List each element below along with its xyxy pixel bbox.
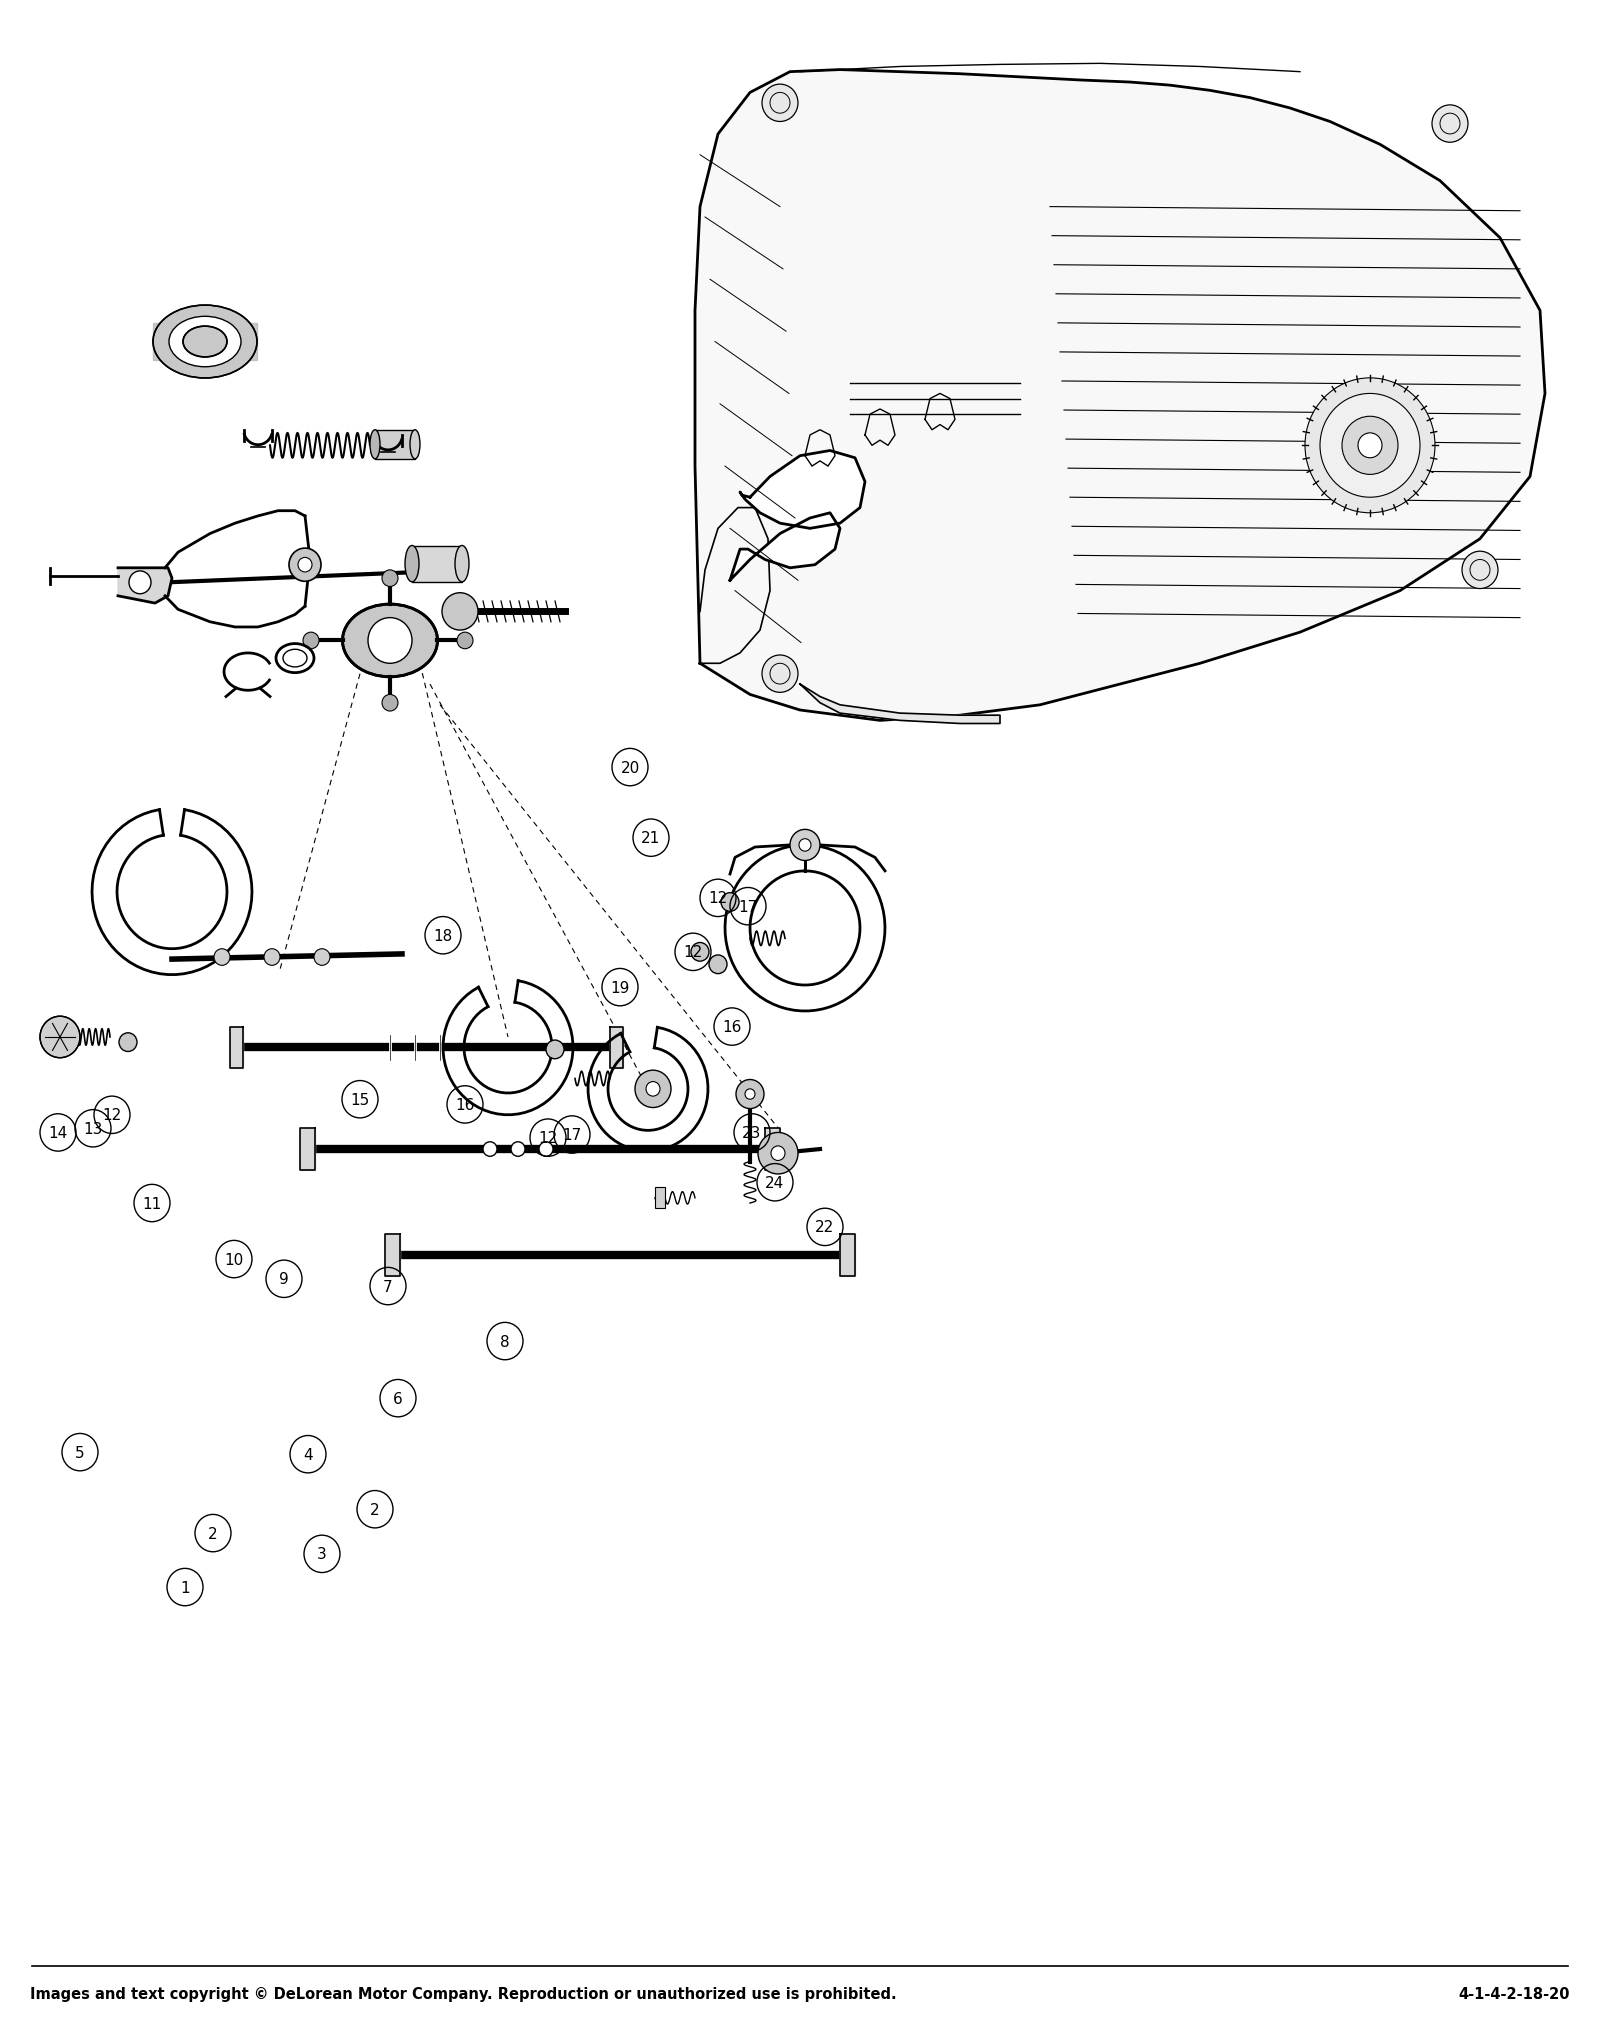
Text: 20: 20 bbox=[621, 761, 640, 775]
Circle shape bbox=[314, 949, 330, 965]
Ellipse shape bbox=[410, 431, 419, 459]
Text: 15: 15 bbox=[350, 1092, 370, 1107]
Circle shape bbox=[214, 949, 230, 965]
Circle shape bbox=[442, 593, 478, 631]
Circle shape bbox=[758, 1133, 798, 1175]
Text: 4-1-4-2-18-20: 4-1-4-2-18-20 bbox=[1459, 1987, 1570, 2001]
Circle shape bbox=[1358, 433, 1382, 459]
Polygon shape bbox=[301, 1129, 315, 1169]
Text: 11: 11 bbox=[142, 1196, 162, 1212]
Circle shape bbox=[798, 840, 811, 852]
Ellipse shape bbox=[154, 305, 258, 378]
Circle shape bbox=[458, 633, 474, 649]
Text: 17: 17 bbox=[738, 898, 758, 914]
Circle shape bbox=[1432, 105, 1469, 144]
Text: 2: 2 bbox=[370, 1501, 379, 1517]
Text: 24: 24 bbox=[765, 1175, 784, 1190]
Ellipse shape bbox=[182, 328, 227, 358]
Circle shape bbox=[762, 655, 798, 694]
Text: 2: 2 bbox=[208, 1525, 218, 1542]
Circle shape bbox=[1342, 417, 1398, 475]
Circle shape bbox=[368, 619, 413, 664]
Circle shape bbox=[1306, 378, 1435, 514]
Circle shape bbox=[40, 1018, 80, 1058]
Circle shape bbox=[539, 1143, 554, 1157]
Text: 12: 12 bbox=[102, 1109, 122, 1123]
Polygon shape bbox=[610, 1028, 622, 1068]
Text: 18: 18 bbox=[434, 929, 453, 943]
Text: 21: 21 bbox=[642, 831, 661, 846]
Text: 16: 16 bbox=[722, 1020, 742, 1034]
Circle shape bbox=[635, 1070, 670, 1109]
Circle shape bbox=[790, 829, 819, 862]
Ellipse shape bbox=[170, 318, 242, 368]
Ellipse shape bbox=[342, 605, 437, 678]
Polygon shape bbox=[840, 1234, 854, 1277]
Bar bbox=[374, 431, 414, 459]
Polygon shape bbox=[765, 1129, 781, 1169]
Text: Images and text copyright © DeLorean Motor Company. Reproduction or unauthorized: Images and text copyright © DeLorean Mot… bbox=[30, 1987, 896, 2001]
Circle shape bbox=[290, 548, 322, 583]
Bar bbox=[654, 1188, 666, 1208]
Text: 5: 5 bbox=[75, 1444, 85, 1461]
Circle shape bbox=[771, 1147, 786, 1161]
Text: 10: 10 bbox=[224, 1252, 243, 1266]
Text: 14: 14 bbox=[48, 1125, 67, 1141]
Circle shape bbox=[483, 1143, 498, 1157]
Polygon shape bbox=[154, 324, 182, 360]
Circle shape bbox=[709, 955, 726, 975]
Circle shape bbox=[1462, 552, 1498, 589]
Text: 8: 8 bbox=[501, 1333, 510, 1349]
Text: 7: 7 bbox=[382, 1279, 394, 1295]
Circle shape bbox=[691, 943, 709, 961]
Text: 12: 12 bbox=[538, 1131, 558, 1145]
Circle shape bbox=[382, 696, 398, 712]
Polygon shape bbox=[800, 684, 1000, 724]
Text: 4: 4 bbox=[302, 1446, 314, 1463]
Ellipse shape bbox=[370, 431, 381, 459]
Polygon shape bbox=[694, 71, 1546, 720]
Polygon shape bbox=[227, 324, 258, 360]
Text: 17: 17 bbox=[562, 1127, 582, 1143]
Polygon shape bbox=[230, 1028, 243, 1068]
Text: 12: 12 bbox=[683, 945, 702, 959]
Circle shape bbox=[298, 558, 312, 573]
Circle shape bbox=[118, 1034, 138, 1052]
Text: 22: 22 bbox=[816, 1220, 835, 1234]
Circle shape bbox=[746, 1088, 755, 1101]
Circle shape bbox=[510, 1143, 525, 1157]
Circle shape bbox=[546, 1040, 563, 1060]
Circle shape bbox=[722, 894, 739, 912]
Circle shape bbox=[130, 573, 150, 595]
Polygon shape bbox=[730, 514, 840, 581]
Circle shape bbox=[762, 85, 798, 123]
Circle shape bbox=[1320, 394, 1421, 498]
Bar bbox=[413, 546, 462, 583]
Text: 12: 12 bbox=[709, 890, 728, 906]
Polygon shape bbox=[118, 568, 173, 603]
Text: 3: 3 bbox=[317, 1546, 326, 1562]
Text: 16: 16 bbox=[456, 1096, 475, 1113]
Polygon shape bbox=[739, 451, 866, 530]
Ellipse shape bbox=[454, 546, 469, 583]
Circle shape bbox=[382, 570, 398, 587]
Text: 1: 1 bbox=[181, 1580, 190, 1594]
Ellipse shape bbox=[405, 546, 419, 583]
Circle shape bbox=[646, 1082, 661, 1096]
Circle shape bbox=[264, 949, 280, 965]
Text: 23: 23 bbox=[742, 1125, 762, 1141]
Circle shape bbox=[736, 1080, 765, 1109]
Text: 13: 13 bbox=[83, 1121, 102, 1137]
Polygon shape bbox=[386, 1234, 400, 1277]
Text: 19: 19 bbox=[610, 979, 630, 995]
Circle shape bbox=[302, 633, 318, 649]
Text: 6: 6 bbox=[394, 1392, 403, 1406]
Text: 9: 9 bbox=[278, 1272, 290, 1287]
